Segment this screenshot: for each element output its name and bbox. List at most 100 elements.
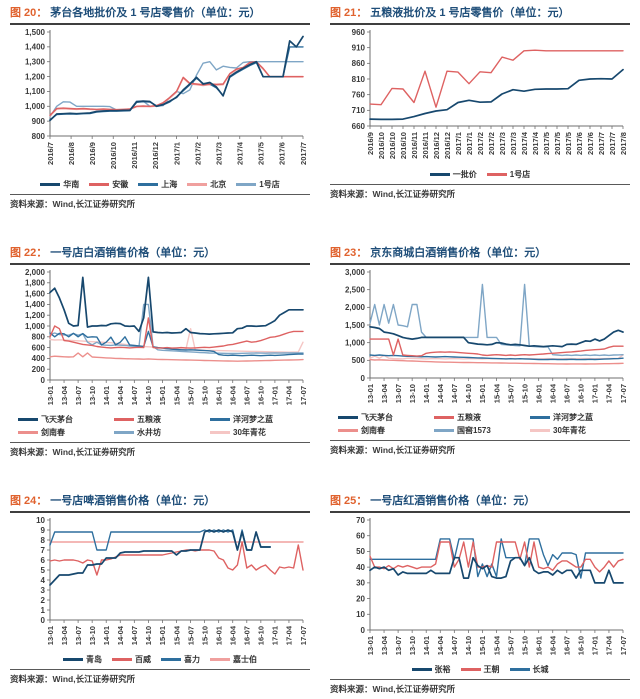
svg-text:13-07: 13-07 (394, 384, 403, 403)
source-label: 资料来源： (330, 445, 373, 455)
legend-swatch (18, 418, 38, 421)
svg-text:2016/8: 2016/8 (67, 142, 76, 165)
chart-legend: 飞天茅台 五粮液 洋河梦之蓝 剑南春 水井坊 30年青花 (10, 414, 310, 438)
svg-text:15-07: 15-07 (506, 384, 515, 403)
svg-text:1,100: 1,100 (25, 87, 46, 96)
footer-divider (10, 442, 310, 443)
svg-text:10: 10 (356, 610, 365, 619)
svg-text:2017/5: 2017/5 (564, 132, 573, 155)
svg-text:2017/6: 2017/6 (278, 142, 287, 165)
legend-item: 洋河梦之蓝 (210, 414, 302, 425)
legend-label: 长城 (532, 665, 549, 674)
svg-text:13-01: 13-01 (46, 386, 55, 405)
svg-text:14-07: 14-07 (450, 636, 459, 655)
source-text: Wind,长江证券研究所 (372, 445, 456, 455)
svg-text:15-01: 15-01 (158, 626, 167, 645)
line-chart: 0 500 1,000 1,500 2,000 2,500 3,000 13-01 13-04 1… (345, 268, 628, 403)
figure-panel-23: 图 23： 京东商城白酒销售价格（单位：元） 0 500 1,000 1,500 2,00… (320, 240, 640, 488)
figure-number: 图 21： (330, 7, 368, 19)
figure-title: 图 20： 茅台各地批价及 1 号店零售价（单位：元） (10, 6, 310, 20)
figure-number: 图 23： (330, 247, 368, 259)
legend-item: 长城 (509, 664, 549, 675)
svg-text:16-01: 16-01 (534, 636, 543, 655)
svg-text:2017/5: 2017/5 (542, 132, 551, 155)
svg-text:15-10: 15-10 (200, 386, 209, 405)
source-label: 资料来源： (10, 447, 53, 457)
svg-text:2017/1: 2017/1 (454, 132, 463, 155)
svg-text:15-07: 15-07 (186, 386, 195, 405)
svg-text:13-07: 13-07 (74, 626, 83, 645)
legend-item: 1号店 (486, 169, 530, 180)
svg-text:2017/3: 2017/3 (509, 132, 518, 155)
svg-text:1,600: 1,600 (25, 289, 46, 298)
svg-text:2016/11: 2016/11 (130, 142, 139, 169)
svg-text:13-01: 13-01 (366, 384, 375, 403)
svg-text:2017/7: 2017/7 (608, 132, 617, 155)
legend-label: 华南 (63, 180, 80, 189)
chart-legend: 华南 安徽 上海 北京 1号店 (10, 179, 310, 190)
svg-text:15-04: 15-04 (172, 385, 181, 405)
svg-text:500: 500 (352, 356, 366, 365)
legend-swatch (40, 183, 61, 186)
svg-text:16-10: 16-10 (257, 386, 266, 405)
svg-text:13-04: 13-04 (60, 385, 69, 405)
svg-text:1: 1 (41, 606, 46, 615)
footer-divider (330, 184, 630, 185)
figure-panel-24: 图 24： 一号店啤酒销售价格（单位：元） 0 1 2 3 4 5 6 7 8 9 10 13-01 13… (0, 488, 320, 699)
svg-text:1,000: 1,000 (345, 338, 366, 347)
legend-label: 30年青花 (553, 426, 586, 435)
svg-text:13-07: 13-07 (394, 636, 403, 655)
svg-text:2017/3: 2017/3 (214, 142, 223, 165)
svg-text:13-01: 13-01 (366, 636, 375, 655)
svg-text:4: 4 (41, 576, 46, 585)
legend-swatch (530, 416, 550, 419)
legend-item: 30年青花 (210, 427, 302, 438)
title-divider (330, 263, 630, 265)
figure-panel-21: 图 21： 五粮液批价及 1 号店零售价（单位：元） 660 710 760 810 86… (320, 0, 640, 240)
svg-text:2017/5: 2017/5 (257, 142, 266, 165)
legend-swatch (530, 429, 550, 432)
svg-text:14-10: 14-10 (144, 626, 153, 645)
footer-divider (330, 679, 630, 680)
legend-label: 喜力 (184, 655, 200, 664)
legend-item: 飞天茅台 (18, 414, 110, 425)
legend-item: 嘉士伯 (210, 654, 257, 665)
svg-text:760: 760 (352, 90, 366, 99)
svg-text:14-07: 14-07 (450, 384, 459, 403)
svg-text:2017/2: 2017/2 (193, 142, 202, 165)
legend-item: 一批价 (429, 169, 477, 180)
legend-label: 五粮液 (457, 413, 481, 422)
svg-text:14-07: 14-07 (130, 386, 139, 405)
source-note: 资料来源：Wind,长江证券研究所 (10, 446, 310, 458)
legend-label: 嘉士伯 (233, 655, 257, 664)
legend-label: 飞天茅台 (361, 413, 393, 422)
svg-text:15-10: 15-10 (520, 636, 529, 655)
legend-label: 上海 (161, 180, 178, 189)
source-text: Wind,长江证券研究所 (372, 189, 456, 199)
svg-text:10: 10 (36, 516, 45, 525)
svg-text:2,000: 2,000 (25, 268, 46, 277)
svg-text:16-04: 16-04 (229, 385, 238, 405)
svg-text:14-04: 14-04 (116, 625, 125, 645)
svg-text:1,500: 1,500 (345, 321, 366, 330)
svg-text:13-01: 13-01 (46, 626, 55, 645)
svg-text:2017/6: 2017/6 (575, 132, 584, 155)
legend-label: 飞天茅台 (41, 415, 73, 424)
svg-text:1,800: 1,800 (25, 279, 46, 288)
source-text: Wind,长江证券研究所 (372, 684, 456, 694)
source-label: 资料来源： (10, 674, 53, 684)
svg-text:400: 400 (32, 354, 46, 363)
svg-text:14-04: 14-04 (116, 385, 125, 405)
svg-text:16-04: 16-04 (549, 383, 558, 403)
svg-text:13-10: 13-10 (408, 636, 417, 655)
legend-swatch (460, 668, 481, 671)
figure-panel-22: 图 22： 一号店白酒销售价格（单位：元） 0 200 400 600 800 1,000 1… (0, 240, 320, 488)
legend-label: 五粮液 (137, 415, 161, 424)
figure-number: 图 22： (10, 247, 48, 259)
svg-text:14-01: 14-01 (102, 386, 111, 405)
legend-item: 上海 (138, 179, 177, 190)
svg-text:2017/1: 2017/1 (465, 132, 474, 155)
legend-label: 洋河梦之蓝 (233, 415, 273, 424)
source-label: 资料来源： (330, 189, 373, 199)
